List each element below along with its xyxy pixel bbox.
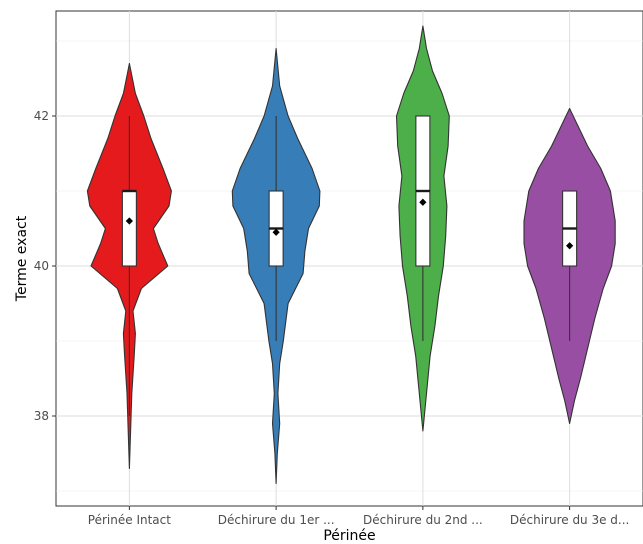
y-tick-label: 38: [34, 409, 49, 423]
x-tick-label: Déchirure du 2nd ...: [363, 513, 483, 527]
violin-group: [231, 47, 321, 485]
x-tick-label: Périnée Intact: [88, 513, 171, 527]
violin-group: [523, 107, 616, 425]
mean-point: [419, 198, 427, 206]
x-tick-label: Déchirure du 1er ...: [218, 513, 335, 527]
violin-group: [86, 62, 172, 470]
violins-layer: [86, 25, 616, 485]
box: [121, 190, 137, 267]
y-tick-label: 42: [34, 109, 49, 123]
mean-point: [125, 217, 133, 225]
y-tick-label: 40: [34, 259, 49, 273]
x-axis-title: Périnée: [323, 528, 375, 544]
violin-group: [395, 25, 450, 432]
ticks-layer: 38 40 42 Périnée Intact Déchirure du 1er ...…: [34, 109, 630, 527]
mean-point: [566, 242, 574, 250]
mean-point: [272, 228, 280, 236]
x-tick-label: Déchirure du 3e d...: [510, 513, 630, 527]
y-axis-title: Terme exact: [14, 215, 30, 302]
